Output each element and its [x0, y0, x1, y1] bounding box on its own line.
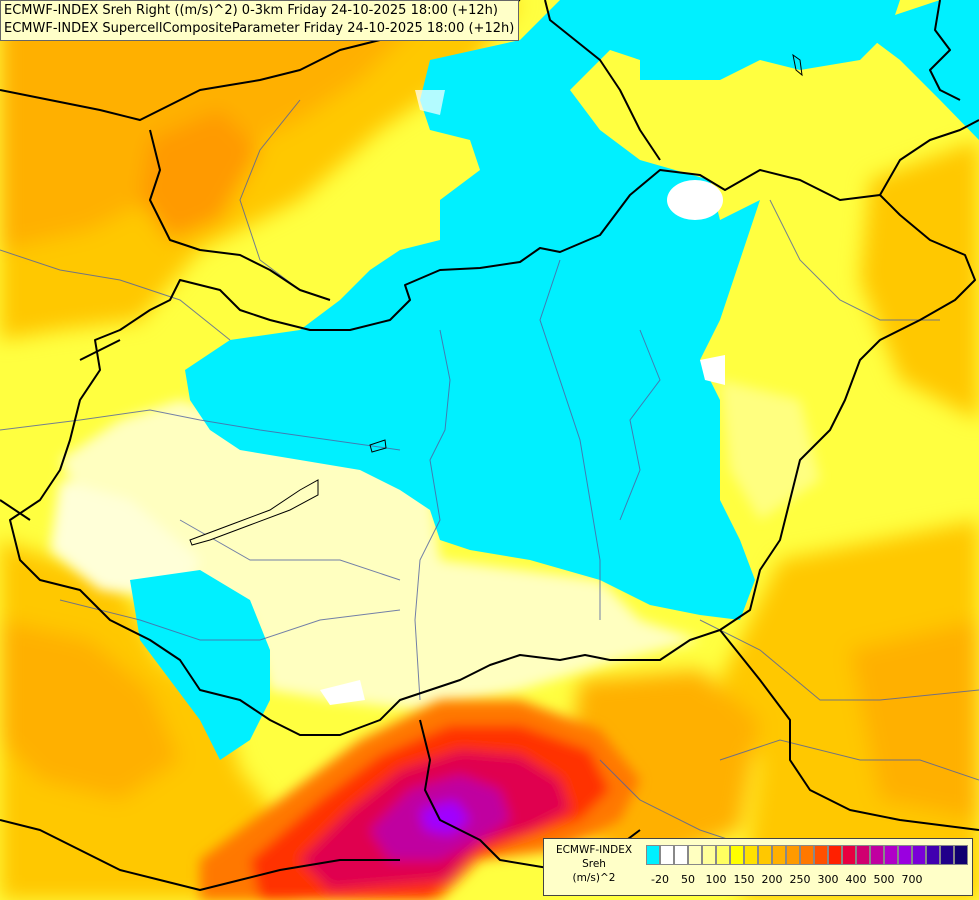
legend-title-line: ECMWF-INDEX: [555, 844, 633, 856]
legend-swatch: [898, 845, 912, 865]
legend-tick-label: 100: [705, 873, 727, 886]
legend-swatch: [702, 845, 716, 865]
legend-labels: -20 50 100 150 200 250 300 400 500 700: [646, 873, 976, 889]
legend-swatch: [786, 845, 800, 865]
legend-swatch: [842, 845, 856, 865]
legend-swatch: [870, 845, 884, 865]
legend-tick-label: 50: [681, 873, 695, 886]
rivers: [0, 99, 979, 851]
legend-swatch: [730, 845, 744, 865]
field-pale: [50, 380, 820, 710]
legend-tick-label: -20: [651, 873, 669, 886]
legend-title-line: (m/s)^2: [572, 872, 616, 884]
field-cyan: [130, 0, 979, 760]
title-box: ECMWF-INDEX Sreh Right ((m/s)^2) 0-3km F…: [0, 0, 520, 41]
legend-swatch: [884, 845, 898, 865]
legend-tick-label: 250: [789, 873, 811, 886]
legend-swatch: [926, 845, 940, 865]
legend-swatch: [716, 845, 730, 865]
legend-tick-label: 300: [817, 873, 839, 886]
legend-swatch: [758, 845, 772, 865]
legend-tick-label: 150: [733, 873, 755, 886]
legend-swatch: [744, 845, 758, 865]
legend-swatch: [856, 845, 870, 865]
legend-swatch: [772, 845, 786, 865]
legend-swatch: [688, 845, 702, 865]
legend-tick-label: 400: [845, 873, 867, 886]
field-hotspot: [200, 700, 640, 900]
lake-outline: [189, 53, 803, 546]
legend-tick-label: 700: [901, 873, 923, 886]
field-white: [320, 90, 725, 705]
title-line-sreh: ECMWF-INDEX Sreh Right ((m/s)^2) 0-3km F…: [4, 3, 498, 18]
color-legend: ECMWF-INDEX Sreh (m/s)^2 -20 50 100 150 200 2…: [543, 838, 973, 896]
legend-swatch: [828, 845, 842, 865]
legend-swatch: [674, 845, 688, 865]
legend-swatch: [940, 845, 954, 865]
legend-swatch: [660, 845, 674, 865]
legend-swatch: [814, 845, 828, 865]
legend-swatch: [954, 845, 968, 865]
legend-tick-label: 200: [761, 873, 783, 886]
legend-swatch: [646, 845, 660, 865]
legend-tick-label: 500: [873, 873, 895, 886]
legend-title: ECMWF-INDEX Sreh (m/s)^2: [546, 843, 642, 885]
legend-color-bar: [646, 845, 968, 865]
legend-title-line: Sreh: [582, 858, 606, 870]
title-line-scp: ECMWF-INDEX SupercellCompositeParameter …: [4, 21, 515, 36]
legend-swatch: [912, 845, 926, 865]
legend-swatch: [800, 845, 814, 865]
